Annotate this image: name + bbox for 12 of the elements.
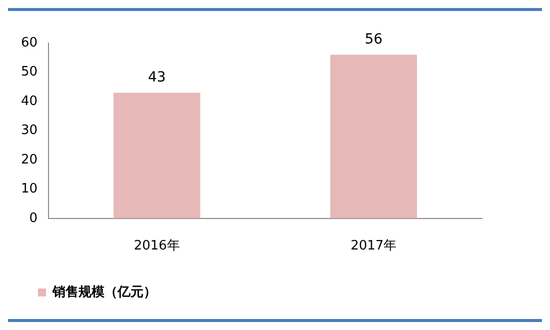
y-tick-label: 60 [20,35,38,50]
data-label: 43 [148,69,166,86]
y-tick-label: 50 [20,64,38,80]
y-tick-label: 30 [20,123,38,138]
x-tick-label: 2017年 [350,238,397,254]
y-tick-label: 10 [20,182,38,197]
y-tick-label: 0 [29,210,38,226]
data-label: 56 [364,31,383,48]
y-tick-label: 40 [20,94,38,109]
y-tick-label: 20 [20,152,38,168]
legend-label: 销售规模（亿元） [52,284,156,300]
x-tick-label: 2016年 [134,238,180,254]
